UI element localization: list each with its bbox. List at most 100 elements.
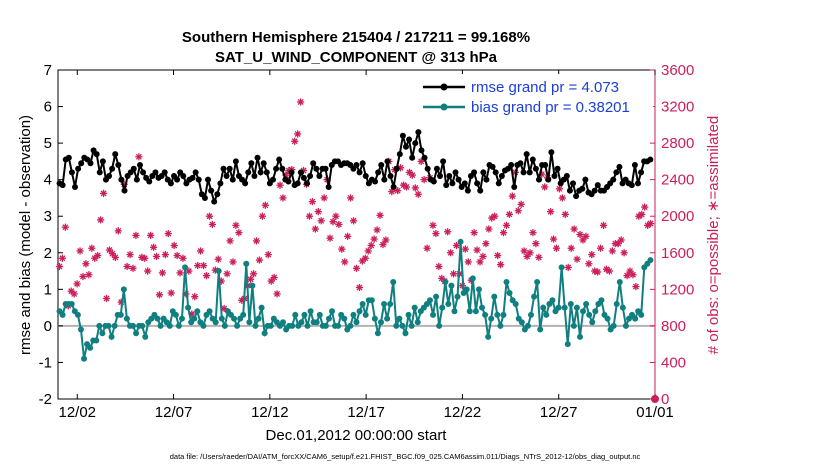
obs-assimilated-point xyxy=(605,267,614,275)
bias-point xyxy=(549,297,556,304)
bias-point xyxy=(436,322,443,329)
obs-assimilated-point xyxy=(485,225,493,233)
rmse-point xyxy=(579,185,586,192)
bias-point xyxy=(479,304,486,311)
bias-point xyxy=(123,315,130,322)
left-tick-label: 3 xyxy=(44,208,52,225)
obs-assimilated-point xyxy=(499,229,508,237)
bias-point xyxy=(638,311,645,318)
obs-asterisk-stroke xyxy=(206,213,213,220)
obs-assimilated-point xyxy=(208,220,216,229)
left-tick-label: 4 xyxy=(44,172,52,189)
rmse-point xyxy=(638,169,645,176)
obs-assimilated-point xyxy=(320,194,328,202)
obs-assimilated-point xyxy=(85,271,93,279)
obs-asterisk-stroke xyxy=(94,252,101,259)
obs-assimilated-point xyxy=(97,216,105,224)
obs-assimilated-point xyxy=(173,251,181,260)
obs-assimilated-point xyxy=(594,268,602,276)
bias-point xyxy=(289,322,296,329)
bias-point xyxy=(117,311,124,318)
obs-asterisk-stroke xyxy=(515,207,522,214)
left-tick-label: 0 xyxy=(44,318,52,335)
obs-assimilated-point xyxy=(579,236,587,244)
obs-asterisk-stroke xyxy=(424,245,431,252)
obs-asterisk-stroke xyxy=(485,226,492,232)
obs-asterisk-stroke xyxy=(262,202,269,209)
bias-point xyxy=(87,344,94,351)
right-tick-label: 2400 xyxy=(661,172,694,189)
rmse-point xyxy=(474,180,481,187)
bias-point xyxy=(555,304,562,311)
bias-point xyxy=(414,319,421,326)
bias-point xyxy=(402,330,409,337)
obs-assimilated-point xyxy=(479,252,487,261)
bias-point xyxy=(491,293,498,300)
obs-asterisk-stroke xyxy=(447,249,454,256)
obs-assimilated-point xyxy=(164,229,172,238)
obs-asterisk-stroke xyxy=(379,241,386,248)
obs-asterisk-stroke xyxy=(130,265,136,272)
bias-point xyxy=(524,322,531,329)
bias-point xyxy=(564,341,571,348)
obs-asterisk-stroke xyxy=(527,249,533,256)
rmse-point xyxy=(440,158,447,165)
bias-point xyxy=(384,315,391,322)
rmse-point xyxy=(542,162,549,169)
left-tick-label: -2 xyxy=(39,391,52,408)
obs-asterisk-stroke xyxy=(68,288,75,295)
obs-assimilated-point xyxy=(367,241,375,250)
rmse-point xyxy=(146,178,153,185)
rmse-point xyxy=(634,180,641,187)
obs-assimilated-point xyxy=(252,237,261,245)
obs-assimilated-point xyxy=(291,137,299,145)
obs-assimilated-point xyxy=(364,247,372,255)
obs-asterisk-stroke xyxy=(180,255,186,262)
rmse-point xyxy=(492,169,499,176)
obs-asterisk-stroke xyxy=(209,221,216,228)
rmse-point xyxy=(260,160,267,167)
rmse-point xyxy=(245,169,252,176)
bias-point xyxy=(411,304,418,311)
rmse-point xyxy=(511,183,518,190)
obs-assimilated-point xyxy=(529,229,537,237)
bias-point xyxy=(178,315,185,322)
obs-asterisk-stroke xyxy=(294,130,301,137)
rmse-point xyxy=(59,182,66,189)
obs-assimilated-point xyxy=(276,181,284,189)
rmse-point xyxy=(72,183,79,190)
obs-assimilated-point xyxy=(417,157,425,165)
rmse-point xyxy=(65,154,72,161)
obs-asterisk-stroke xyxy=(353,265,360,272)
legend-box xyxy=(418,74,653,118)
bias-point xyxy=(249,282,256,289)
obs-asterisk-stroke xyxy=(200,262,207,269)
obs-asterisk-stroke xyxy=(474,247,481,254)
left-tick-label: 1 xyxy=(44,281,52,298)
bias-series xyxy=(56,238,654,362)
rmse-point xyxy=(121,187,128,194)
obs-assimilated-point xyxy=(229,258,237,266)
obs-assimilated-point xyxy=(341,258,349,266)
obs-assimilated-point xyxy=(294,130,302,138)
bias-point xyxy=(531,293,538,300)
obs-assimilated-point xyxy=(361,254,369,262)
bias-point xyxy=(463,286,470,293)
obs-assimilated-point xyxy=(235,229,243,237)
obs-assimilated-point xyxy=(576,230,584,239)
obs-asterisk-stroke xyxy=(230,258,236,265)
left-tick-label: 7 xyxy=(44,62,52,79)
obs-assimilated-point xyxy=(505,210,514,218)
obs-asterisk-stroke xyxy=(491,213,498,220)
legend-bias-label: bias grand pr = 0.38201 xyxy=(471,99,630,116)
obs-asterisk-stroke xyxy=(77,247,84,254)
obs-asterisk-stroke xyxy=(194,262,201,269)
rmse-point xyxy=(430,178,437,185)
rmse-point xyxy=(591,187,598,194)
obs-assimilated-point xyxy=(152,252,161,261)
obs-assimilated-point xyxy=(199,261,208,270)
obs-asterisk-stroke xyxy=(315,208,322,215)
obs-asterisk-stroke xyxy=(435,263,442,270)
obs-assimilated-point xyxy=(338,245,346,253)
obs-asterisk-stroke xyxy=(624,272,631,279)
